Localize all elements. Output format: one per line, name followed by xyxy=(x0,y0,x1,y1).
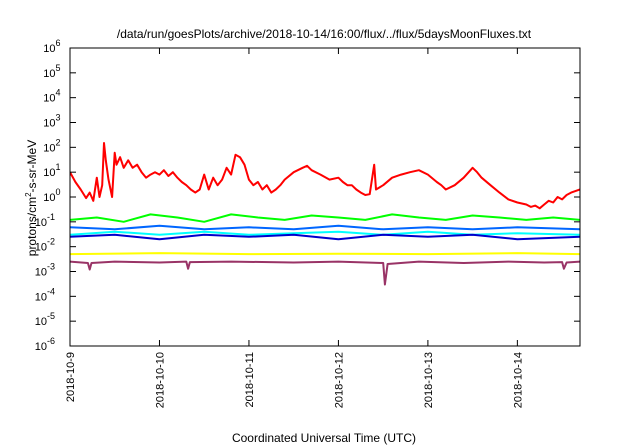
y-tick-label: 100 xyxy=(43,187,60,204)
series-layer xyxy=(70,142,580,286)
y-axis-label: protons/cm2-s-sr-MeV xyxy=(24,140,39,256)
y-tick-label: 106 xyxy=(43,38,60,55)
y-tick-label: 101 xyxy=(43,162,60,179)
y-tick-exponent: 2 xyxy=(55,137,60,147)
y-tick-label: 10-1 xyxy=(35,212,55,229)
series-line-4 xyxy=(70,233,580,241)
y-tick-exponent: -1 xyxy=(47,212,55,222)
y-tick-exponent: -6 xyxy=(47,336,55,346)
y-tick-label: 10-3 xyxy=(35,262,55,279)
series-line-0 xyxy=(70,142,580,210)
x-axis-label: Coordinated Universal Time (UTC) xyxy=(232,431,416,445)
y-tick-exponent: -4 xyxy=(47,286,55,296)
y-tick-label: 104 xyxy=(43,88,60,105)
y-tick-exponent: -2 xyxy=(47,237,55,247)
y-tick-exponent: 6 xyxy=(55,38,60,48)
y-tick-exponent: 1 xyxy=(55,162,60,172)
y-tick-label: 10-5 xyxy=(35,311,55,328)
x-tick-label: 2018-10-12 xyxy=(333,352,345,408)
y-tick-label: 103 xyxy=(43,113,60,130)
series-line-5 xyxy=(70,252,580,256)
y-tick-label: 10-4 xyxy=(35,286,55,303)
series-line-2 xyxy=(70,230,580,236)
series-line-3 xyxy=(70,224,580,231)
y-tick-exponent: 5 xyxy=(55,63,60,73)
x-tick-label: 2018-10-10 xyxy=(154,352,166,408)
series-line-1 xyxy=(70,213,580,223)
y-tick-exponent: -3 xyxy=(47,262,55,272)
series-line-6 xyxy=(70,260,580,286)
y-axis-label-rest: -s-sr-MeV xyxy=(25,140,39,193)
y-tick-label: 10-6 xyxy=(35,336,55,353)
y-axis-label-unit: protons/cm xyxy=(25,197,39,256)
y-tick-label: 10-2 xyxy=(35,237,55,254)
y-tick-exponent: 0 xyxy=(55,187,60,197)
x-tick-label: 2018-10-13 xyxy=(423,352,435,408)
x-axis: 2018-10-9 2018-10-10 2018-10-11 2018-10-12 2… xyxy=(65,48,524,408)
y-tick-exponent: -5 xyxy=(47,311,55,321)
plot-area xyxy=(70,142,580,286)
plot-frame xyxy=(69,47,581,347)
x-tick-label: 2018-10-11 xyxy=(244,352,256,407)
y-axis: 10-610-510-410-310-210-11001011021031041… xyxy=(35,38,580,353)
y-tick-exponent: 4 xyxy=(55,88,60,98)
x-tick-label: 2018-10-9 xyxy=(65,352,77,402)
y-tick-label: 102 xyxy=(43,137,60,154)
y-tick-exponent: 3 xyxy=(55,113,60,123)
y-tick-label: 105 xyxy=(43,63,60,80)
y-axis-label-superscript: 2 xyxy=(24,192,33,197)
x-tick-label: 2018-10-14 xyxy=(512,352,524,408)
chart-title: /data/run/goesPlots/archive/2018-10-14/1… xyxy=(117,27,532,41)
